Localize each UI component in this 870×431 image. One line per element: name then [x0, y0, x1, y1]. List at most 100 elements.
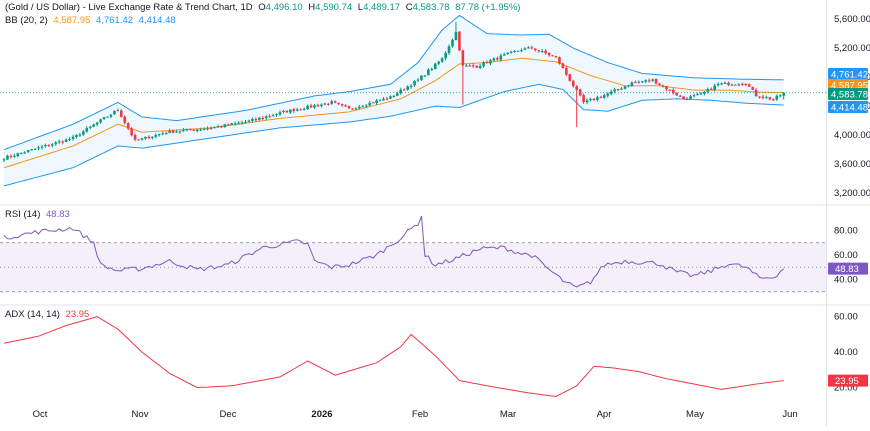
- candle-body: [527, 47, 530, 49]
- candle-body: [375, 100, 378, 104]
- x-tick-label: Jun: [782, 409, 797, 420]
- candle-body: [151, 136, 154, 138]
- candle-body: [409, 85, 413, 87]
- candle-body: [468, 65, 472, 67]
- candle-body: [668, 89, 672, 91]
- candle-body: [140, 138, 144, 140]
- adx-y-tick-label: 20.00: [834, 383, 858, 394]
- candle-body: [427, 69, 430, 76]
- x-tick-label: Oct: [33, 409, 48, 420]
- candle-body: [33, 148, 37, 150]
- candle-body: [447, 46, 451, 53]
- candle-body: [113, 110, 116, 115]
- candle-body: [82, 131, 85, 135]
- candle-body: [578, 89, 582, 96]
- candle-body: [416, 79, 420, 81]
- candle-body: [247, 120, 251, 122]
- candle-body: [175, 131, 178, 133]
- candle-body: [782, 92, 785, 96]
- candle-body: [758, 96, 761, 98]
- candle-body: [613, 89, 616, 92]
- x-tick-label: Mar: [500, 409, 516, 420]
- candle-body: [147, 136, 151, 139]
- candle-body: [382, 98, 385, 101]
- bb-upper-value: 4,761.42: [96, 15, 134, 26]
- candle-body: [261, 118, 265, 120]
- candle-body: [765, 97, 768, 99]
- bb-basis-line: [3, 57, 784, 169]
- candle-body: [716, 84, 720, 86]
- candle-body: [571, 80, 575, 87]
- candle-body: [368, 102, 371, 106]
- candle-body: [171, 130, 175, 133]
- candle-body: [385, 98, 389, 100]
- candle-body: [596, 97, 599, 100]
- bb-legend: BB (20, 2) 4,587.95 4,761.42 4,414.48: [5, 15, 179, 27]
- candle-body: [499, 55, 503, 60]
- candle-body: [471, 65, 475, 67]
- candle-body: [299, 109, 302, 111]
- candle-body: [699, 93, 703, 95]
- candle-body: [706, 89, 710, 92]
- candle-body: [616, 89, 620, 91]
- candle-body: [254, 119, 258, 121]
- candle-body: [144, 136, 147, 139]
- candle-body: [502, 54, 506, 56]
- bb-upper-price-tag-bg: [828, 68, 868, 80]
- candle-body: [647, 80, 651, 82]
- candle-body: [223, 124, 227, 128]
- candle-body: [16, 153, 20, 157]
- candle-body: [509, 51, 513, 53]
- candle-body: [189, 128, 192, 130]
- candle-body: [226, 124, 230, 126]
- candle-body: [292, 109, 296, 112]
- candle-body: [406, 86, 409, 90]
- candle-body: [13, 155, 16, 157]
- candle-body: [665, 86, 668, 90]
- candle-body: [340, 104, 344, 106]
- candle-body: [689, 96, 692, 100]
- bb-lower-price-tag-bg: [828, 101, 868, 113]
- candle-body: [289, 109, 292, 113]
- candle-body: [268, 116, 271, 118]
- candle-body: [333, 101, 337, 103]
- bb-upper-line: [3, 14, 784, 151]
- candle-body: [737, 84, 741, 86]
- candle-body: [164, 133, 168, 135]
- y-tick-label: 4,000.00: [834, 130, 870, 141]
- bb-lower-line: [3, 83, 784, 187]
- candle-body: [565, 67, 568, 75]
- bb-label: BB (20, 2): [5, 15, 48, 26]
- candle-body: [61, 141, 64, 143]
- close-label: C: [405, 2, 413, 13]
- rsi-label: RSI (14): [5, 209, 41, 220]
- candle-body: [178, 131, 182, 133]
- candle-body: [230, 123, 233, 125]
- x-tick-label: Feb: [412, 409, 428, 420]
- candle-body: [126, 123, 130, 129]
- candle-body: [440, 58, 444, 62]
- candle-body: [620, 88, 623, 90]
- adx-value-tag-bg: [828, 374, 868, 387]
- close-value: 4,583.78: [412, 2, 450, 13]
- rsi-y-tick-label: 60.00: [834, 250, 858, 261]
- candle-body: [330, 101, 334, 104]
- candle-body: [99, 119, 102, 123]
- candle-body: [396, 93, 399, 96]
- high-label: H: [308, 2, 316, 13]
- candle-body: [19, 152, 23, 154]
- x-tick-label: Dec: [220, 409, 237, 420]
- candle-body: [78, 134, 82, 136]
- candle-body: [157, 134, 161, 136]
- candles-group: [2, 21, 785, 163]
- adx-legend: ADX (14, 14) 23.95: [5, 309, 92, 321]
- candle-body: [40, 146, 44, 148]
- change-value: 87.78 (+1.95%): [455, 2, 521, 13]
- y-tick-label: 5,600.00: [834, 14, 870, 25]
- main-legend: (Gold / US Dollar) - Live Exchange Rate …: [5, 2, 523, 14]
- candle-body: [106, 116, 109, 118]
- candle-body: [561, 63, 565, 69]
- x-tick-label: May: [686, 409, 704, 420]
